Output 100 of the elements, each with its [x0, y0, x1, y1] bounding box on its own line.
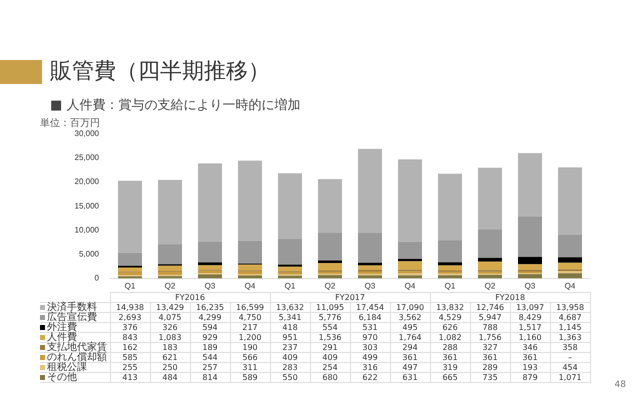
data-label: 550 [270, 372, 310, 382]
data-label: 622 [350, 372, 390, 382]
bar [558, 273, 582, 278]
bar [478, 258, 502, 262]
bar [398, 258, 422, 262]
data-label: 12,746 [470, 302, 510, 312]
data-label: 6,184 [350, 312, 390, 322]
data-label: 418 [270, 322, 310, 332]
bar [278, 173, 302, 239]
x-tick-label: Q1 [284, 281, 296, 290]
bar [438, 265, 462, 271]
data-label: 879 [510, 372, 550, 382]
data-label: 13,097 [510, 302, 550, 312]
bar [318, 179, 342, 233]
bar [238, 264, 262, 270]
bar [198, 163, 222, 242]
y-tick-label: 30,000 [74, 129, 100, 138]
bar [438, 275, 462, 278]
bar [238, 240, 262, 264]
x-tick-label: Q3 [204, 281, 216, 290]
x-tick-label: Q1 [444, 281, 456, 290]
y-tick-label: 10,000 [74, 225, 100, 234]
bar [358, 265, 382, 270]
data-label: 1,200 [230, 332, 270, 342]
bar [278, 238, 302, 265]
x-tick-label: Q4 [404, 281, 416, 290]
data-label: 217 [230, 322, 270, 332]
data-label: 283 [270, 362, 310, 372]
data-label: 4,750 [230, 312, 270, 322]
data-label: 484 [150, 372, 190, 382]
bar [358, 271, 382, 274]
y-tick-label: 5,000 [78, 250, 100, 259]
data-label: 454 [550, 362, 590, 372]
data-label: 14,938 [110, 302, 150, 312]
bar [158, 272, 182, 275]
bar [238, 271, 262, 274]
legend-label: 決済手数料 [40, 302, 110, 313]
bar [518, 216, 542, 257]
text: 48 [614, 380, 626, 390]
bar [118, 252, 142, 266]
data-label: 13,958 [550, 302, 590, 312]
bar [398, 242, 422, 259]
legend-label: 人件費 [40, 332, 110, 343]
data-label: 257 [190, 362, 230, 372]
data-label: 255 [110, 362, 150, 372]
y-tick-label: 25,000 [74, 153, 100, 162]
x-tick-label: Q2 [164, 281, 176, 290]
data-label: 13,429 [150, 302, 190, 312]
bar [318, 260, 342, 264]
data-label: 2,693 [110, 312, 150, 322]
data-label: 289 [470, 362, 510, 372]
data-label: 5,776 [310, 312, 350, 322]
data-label: 5,341 [270, 312, 310, 322]
data-label: 4,075 [150, 312, 190, 322]
bar [398, 261, 422, 270]
data-label: 193 [510, 362, 550, 372]
x-tick-label: Q4 [564, 281, 576, 290]
data-label: 1,083 [150, 332, 190, 342]
data-label: 376 [110, 322, 150, 332]
bar [118, 180, 142, 253]
text: FY2018 [430, 292, 590, 302]
bar [278, 266, 302, 272]
data-label: 8,429 [510, 312, 550, 322]
data-label: 544 [190, 352, 230, 362]
data-label: 495 [390, 322, 430, 332]
data-label: 409 [270, 352, 310, 362]
data-label: 621 [150, 352, 190, 362]
data-label: 237 [270, 342, 310, 352]
data-label: 814 [190, 372, 230, 382]
legend-label: のれん償却額 [40, 352, 110, 363]
data-label: 17,454 [350, 302, 390, 312]
data-label: 1,756 [470, 332, 510, 342]
y-axis-title: 単位：百万円 [40, 117, 100, 130]
legend-label: 外注費 [40, 322, 110, 333]
x-tick-label: Q1 [124, 281, 136, 290]
data-label: 361 [470, 352, 510, 362]
bar [518, 153, 542, 216]
text: FY2016 [110, 292, 270, 302]
data-label: 531 [350, 322, 390, 332]
bar [198, 270, 222, 274]
data-label: 311 [230, 362, 270, 372]
x-tick-label: Q4 [244, 281, 256, 290]
y-tick-label: 15,000 [74, 201, 100, 210]
data-label: 589 [230, 372, 270, 382]
data-label: 326 [150, 322, 190, 332]
data-label: 3,562 [390, 312, 430, 322]
data-label: 189 [190, 342, 230, 352]
bar [158, 266, 182, 271]
data-label: 4,529 [430, 312, 470, 322]
bar [158, 244, 182, 264]
bar [438, 174, 462, 240]
legend-label: 支払地代家賃 [40, 342, 110, 353]
bar [398, 159, 422, 242]
data-label: 1,082 [430, 332, 470, 342]
bar [558, 167, 582, 235]
bar [318, 275, 342, 278]
data-label: 626 [430, 322, 470, 332]
bar [518, 256, 542, 264]
data-label: 929 [190, 332, 230, 342]
data-label: 951 [270, 332, 310, 342]
